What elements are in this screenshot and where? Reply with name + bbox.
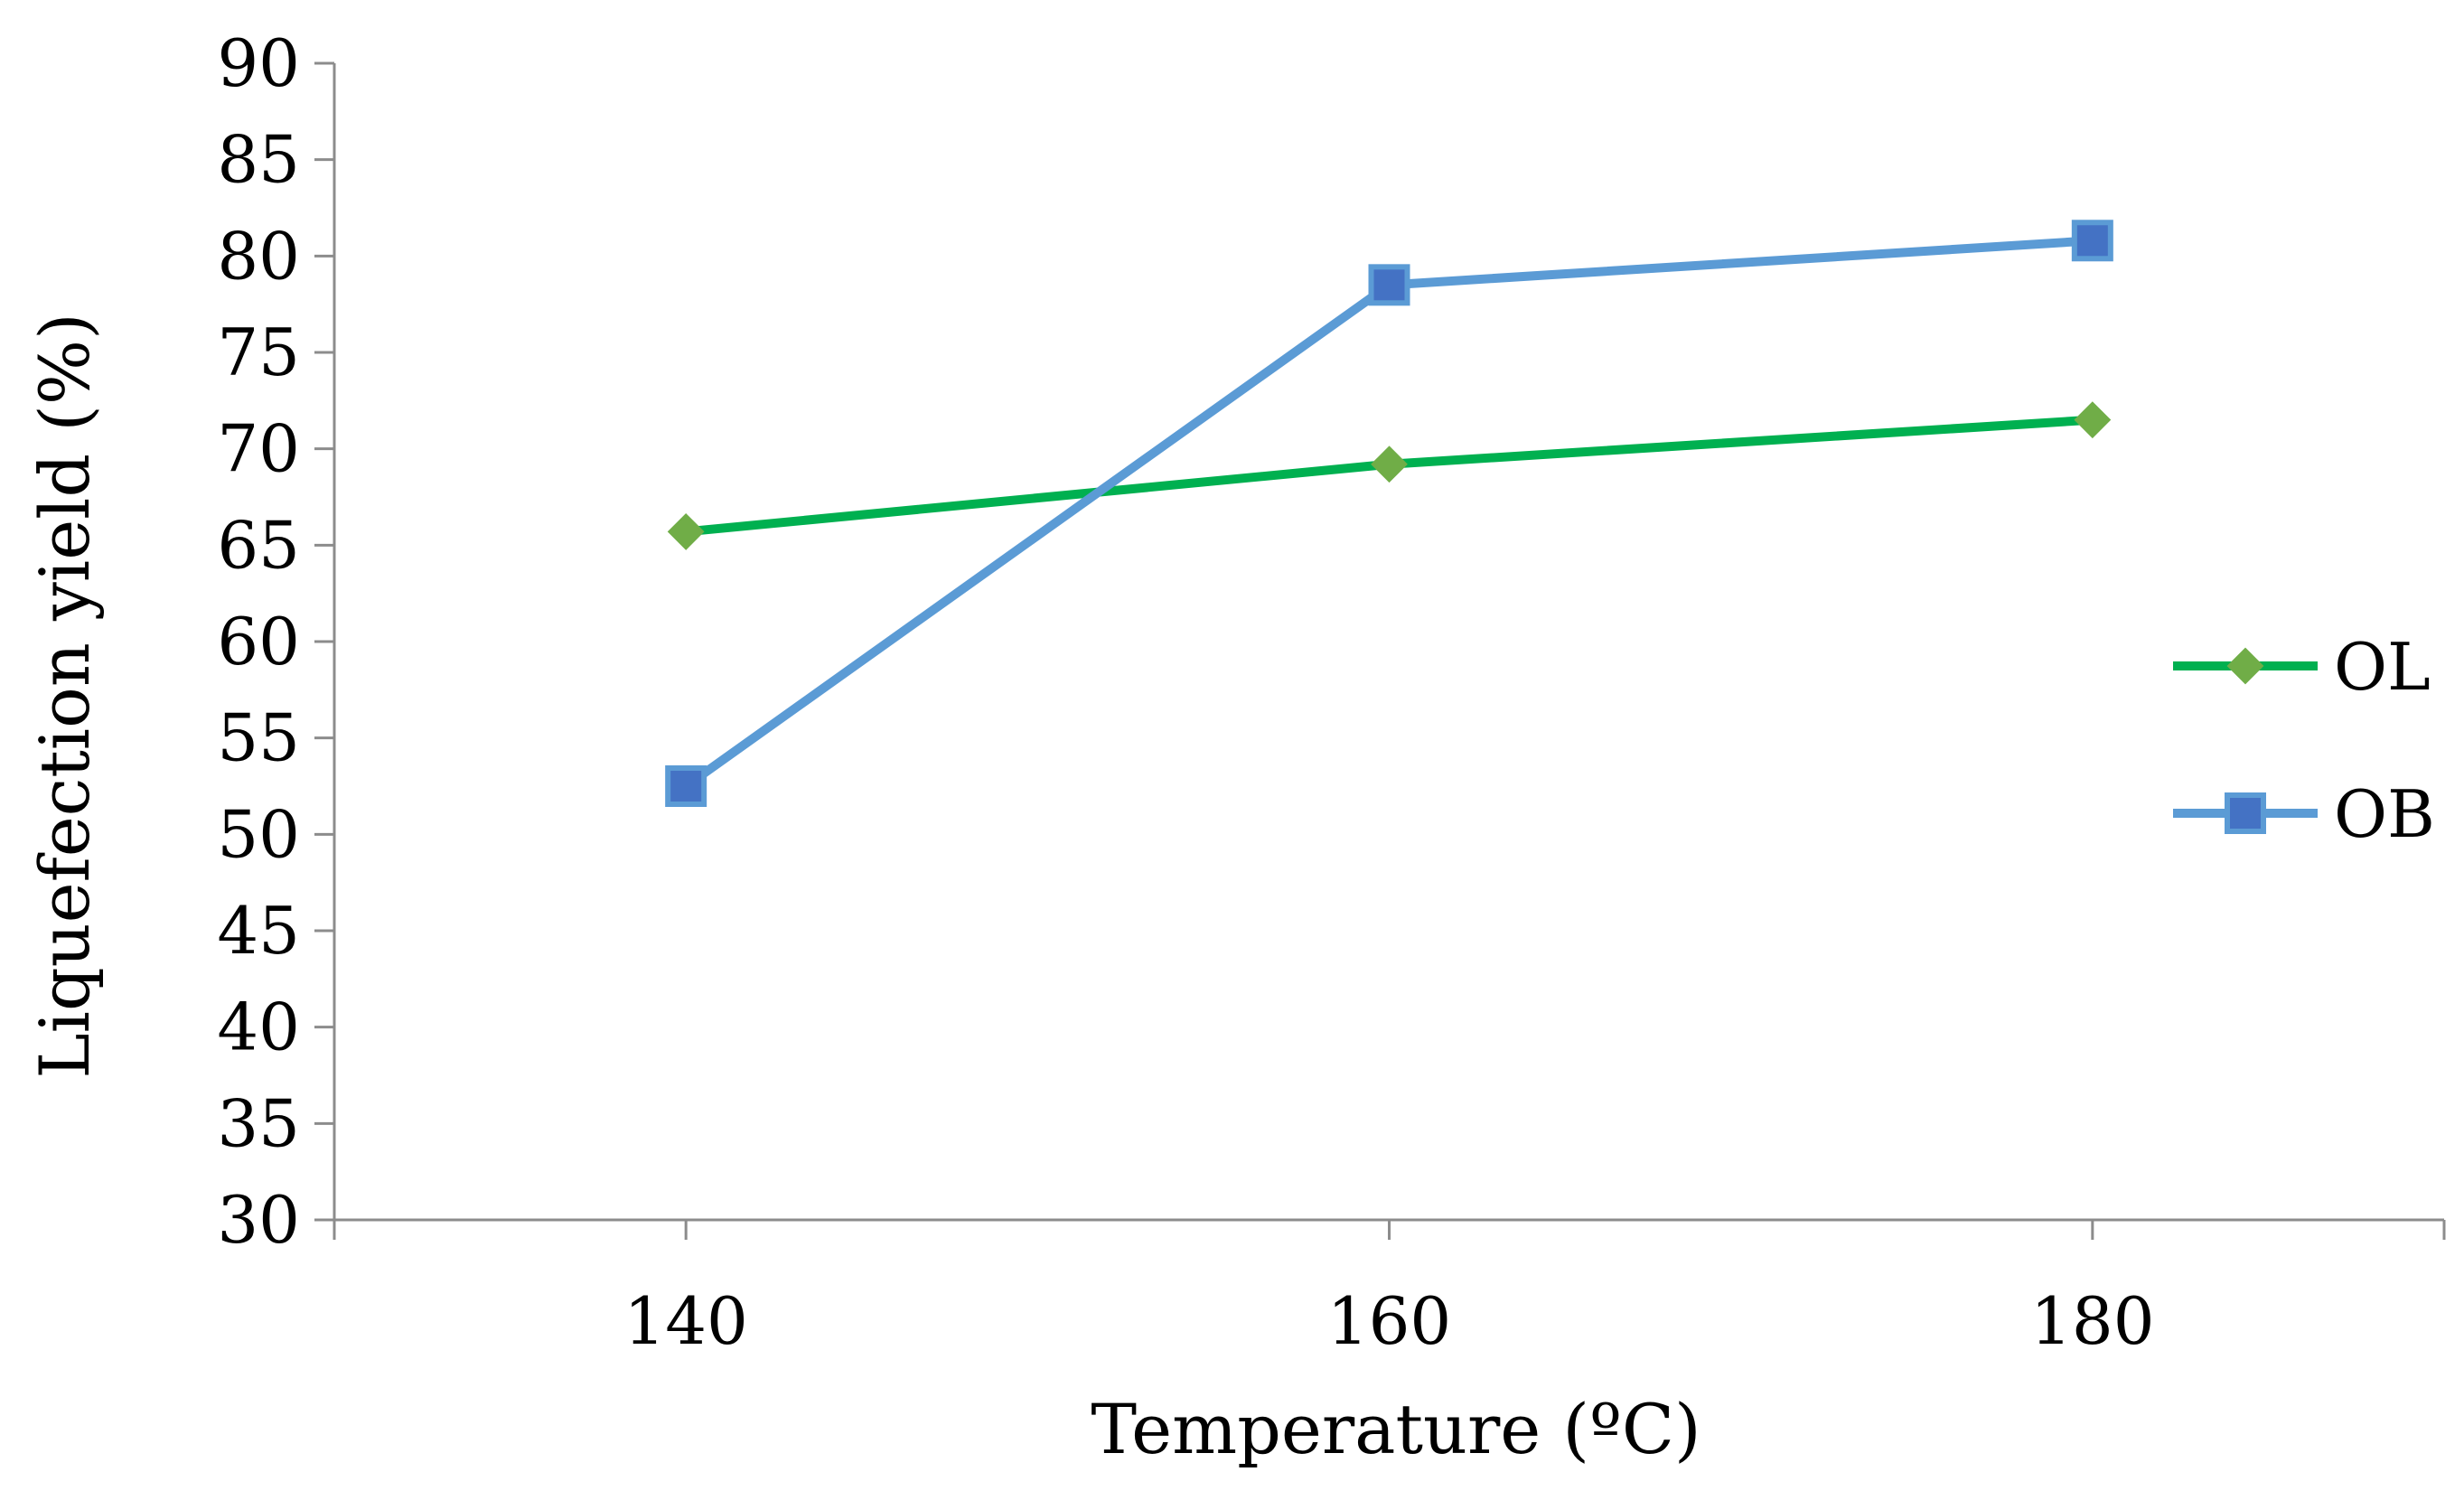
legend-marker — [2226, 647, 2264, 685]
data-point — [1371, 445, 1408, 483]
data-point — [1368, 264, 1410, 306]
series-OB — [665, 220, 2113, 807]
data-point — [2071, 220, 2113, 262]
legend-item-OL: OL — [2173, 629, 2431, 705]
y-tick-label: 85 — [217, 122, 300, 198]
x-tick-label: 180 — [2030, 1283, 2154, 1359]
legend-label: OB — [2334, 776, 2435, 852]
data-point — [667, 512, 705, 550]
y-tick-label: 80 — [217, 218, 300, 294]
x-axis-ticks: 140 160 180 — [333, 1220, 2446, 1359]
legend-label: OL — [2334, 629, 2431, 705]
y-tick-label: 30 — [217, 1182, 300, 1258]
y-tick-label: 55 — [217, 700, 300, 776]
y-axis-ticks: 30 35 40 45 50 55 60 65 70 75 80 85 90 — [217, 25, 334, 1258]
y-tick-label: 50 — [217, 796, 300, 872]
y-tick-label: 70 — [217, 411, 300, 487]
y-tick-label: 60 — [217, 604, 300, 680]
x-tick-label: 140 — [623, 1283, 747, 1359]
series-layer — [665, 220, 2113, 807]
data-point — [2074, 401, 2112, 439]
y-tick-label: 90 — [217, 25, 300, 101]
y-axis-title: Liquefection yield (%) — [24, 313, 105, 1079]
y-tick-label: 35 — [217, 1085, 300, 1161]
x-tick-label: 160 — [1327, 1283, 1451, 1359]
y-tick-label: 65 — [217, 507, 300, 583]
legend-item-OB: OB — [2173, 776, 2435, 852]
series-OL — [667, 401, 2112, 550]
y-tick-label: 45 — [217, 893, 300, 969]
x-axis-title: Temperature (ºC) — [1091, 1389, 1700, 1469]
data-point — [665, 765, 707, 807]
y-tick-label: 75 — [217, 314, 300, 390]
legend: OL OB — [2173, 629, 2435, 852]
y-tick-label: 40 — [217, 989, 300, 1065]
legend-marker — [2225, 792, 2266, 834]
